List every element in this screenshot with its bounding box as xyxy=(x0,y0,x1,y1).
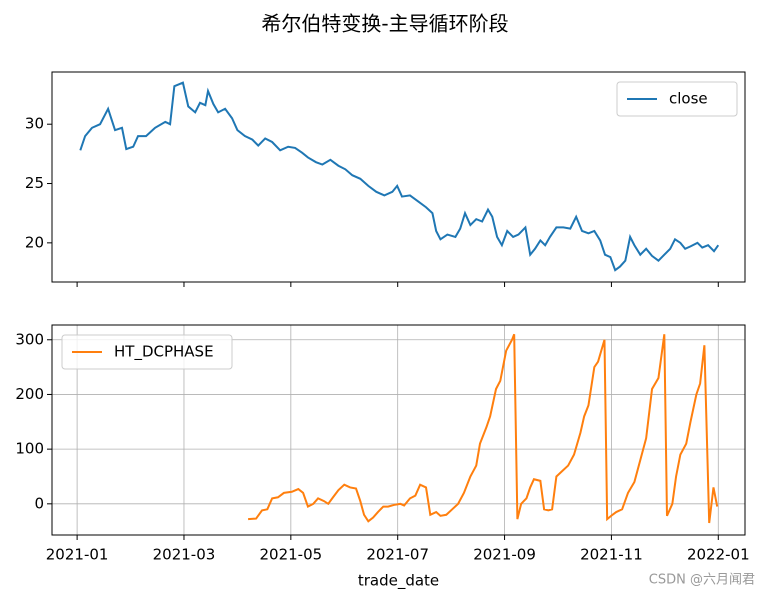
x-tick-label: 2022-01 xyxy=(687,546,750,564)
y-tick-label: 100 xyxy=(15,440,44,458)
legend-box xyxy=(616,81,738,117)
y-tick-label: 300 xyxy=(15,330,44,348)
series-line xyxy=(248,333,719,524)
x-tick-label: 2021-07 xyxy=(366,546,429,564)
x-tick-label: 2021-05 xyxy=(259,546,322,564)
y-tick-label: 0 xyxy=(34,494,44,512)
x-tick-label: 2021-03 xyxy=(153,546,216,564)
y-tick-label: 200 xyxy=(15,385,44,403)
x-tick-label: 2021-09 xyxy=(473,546,536,564)
x-tick-label: 2021-11 xyxy=(580,546,643,564)
plot-frame xyxy=(51,71,746,283)
y-tick-label: 20 xyxy=(25,233,44,251)
plot-frame xyxy=(51,324,746,536)
y-tick-label: 25 xyxy=(25,174,44,192)
legend-label: close xyxy=(669,90,708,108)
legend-box xyxy=(61,334,233,370)
y-tick-label: 30 xyxy=(25,115,44,133)
watermark: CSDN @六月闻君 xyxy=(649,573,755,588)
x-axis-label: trade_date xyxy=(358,572,439,591)
legend-label: HT_DCPHASE xyxy=(114,343,214,362)
x-tick-label: 2021-01 xyxy=(46,546,109,564)
series-line xyxy=(79,81,720,272)
figure-title: 希尔伯特变换-主导循环阶段 xyxy=(261,12,508,36)
